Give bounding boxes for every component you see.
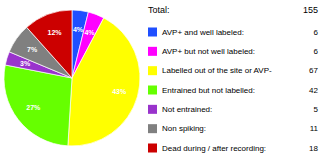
legend-label: AVP+ but not well labeled: xyxy=(162,47,255,56)
legend-label: Dead during / after recording: xyxy=(162,144,266,153)
legend-value: 6 xyxy=(314,47,319,56)
legend-value: 6 xyxy=(314,28,319,37)
legend-value: 42 xyxy=(309,86,318,95)
legend-value: 67 xyxy=(309,66,318,75)
title: Total: xyxy=(148,5,170,15)
slice-label: 7% xyxy=(27,46,38,53)
legend: Total: 155 AVP+ and well labeled: 6 AVP+ but… xyxy=(148,5,319,153)
legend-value: 11 xyxy=(310,124,319,133)
legend-swatch xyxy=(148,47,157,56)
slice-label: 43% xyxy=(112,88,127,95)
legend-swatch xyxy=(148,28,157,37)
pie xyxy=(4,10,140,146)
slice-label: 3% xyxy=(20,60,31,67)
legend-label: Entrained but not labelled: xyxy=(162,86,255,95)
legend-swatch xyxy=(148,66,157,75)
legend-label: Non spiking: xyxy=(162,124,206,133)
pie-slice xyxy=(68,18,140,146)
legend-swatch xyxy=(148,124,157,133)
legend-value: 18 xyxy=(309,144,318,153)
legend-swatch xyxy=(148,105,157,114)
legend-label: AVP+ and well labeled: xyxy=(162,28,244,37)
legend-swatch xyxy=(148,144,157,153)
legend-swatch xyxy=(148,86,157,95)
legend-label: Labelled out of the site or AVP- xyxy=(162,66,272,75)
legend-label: Not entrained: xyxy=(162,105,212,114)
slice-label: 4% xyxy=(84,29,95,36)
legend-value: 5 xyxy=(314,105,319,114)
pie-slice xyxy=(4,65,72,146)
slice-labels: 4%4% 43% 27% 3% 7% 12% xyxy=(20,26,127,112)
slice-label: 27% xyxy=(26,104,41,111)
slice-label: 12% xyxy=(48,29,63,36)
total: 155 xyxy=(303,5,318,15)
pie-slice xyxy=(27,10,72,78)
slice-label: 4% xyxy=(73,26,84,33)
chart: 4%4% 43% 27% 3% 7% 12% Total: 155 AVP+ and well … xyxy=(0,0,322,156)
